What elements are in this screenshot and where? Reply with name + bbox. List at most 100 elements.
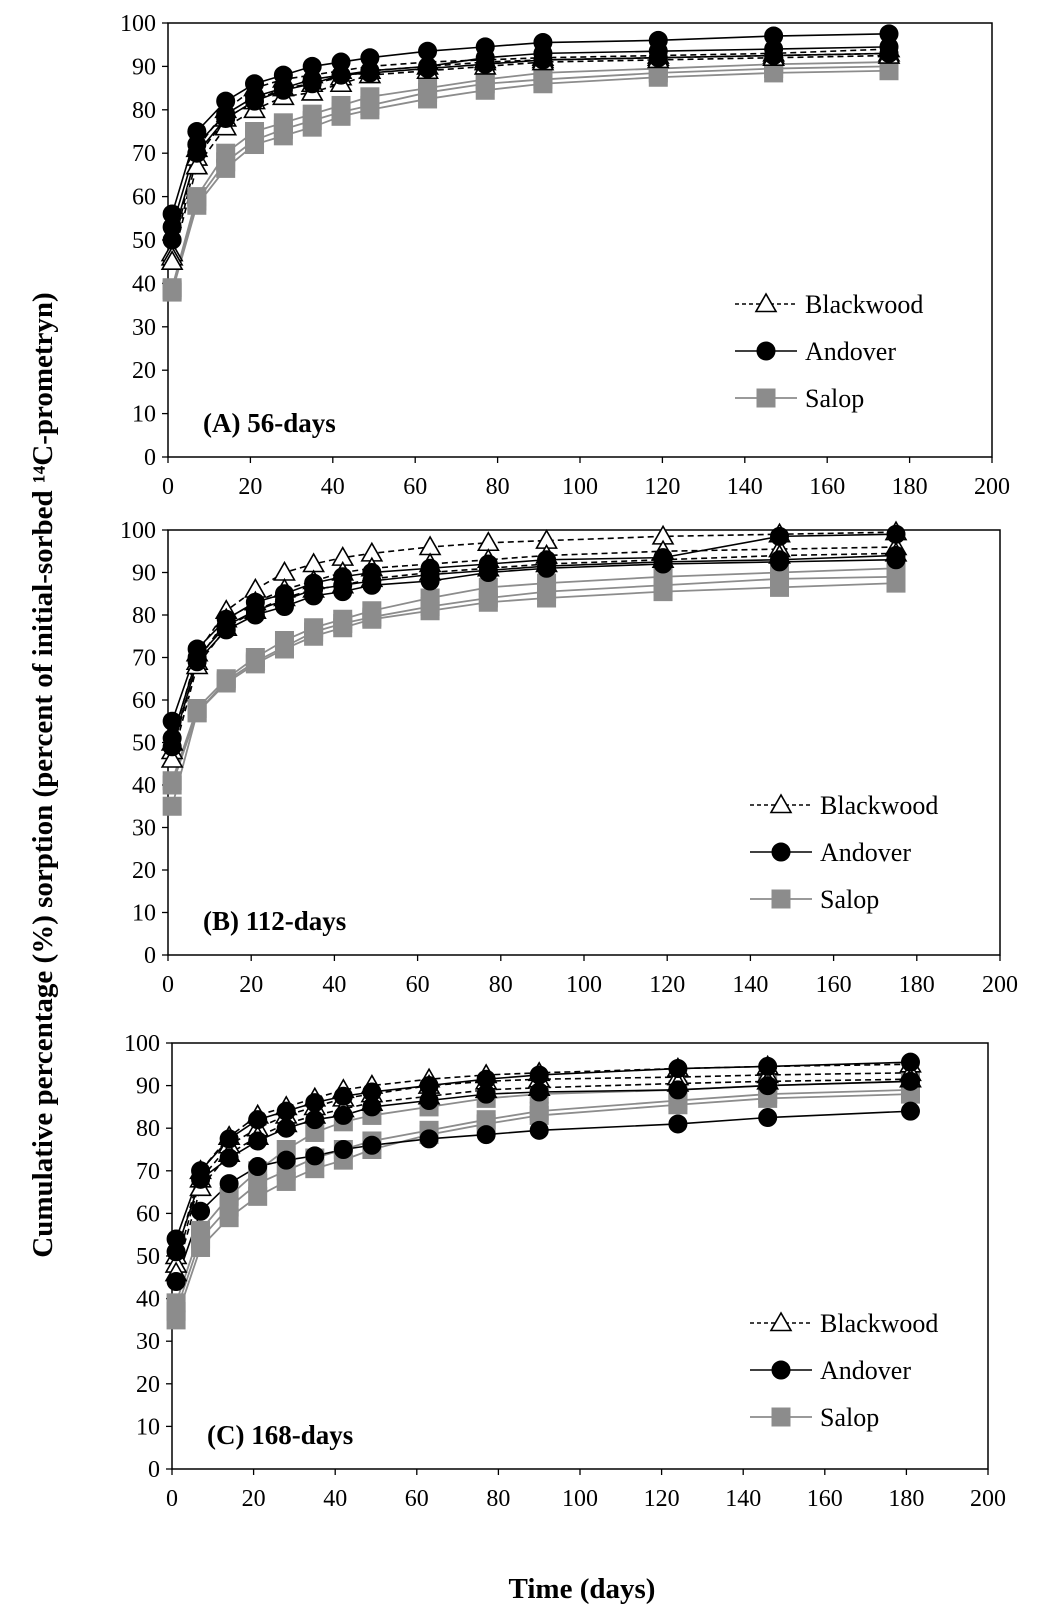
- y-tick-label: 70: [132, 646, 156, 672]
- data-point-andover: [162, 737, 182, 757]
- legend-label: Salop: [820, 1403, 879, 1432]
- data-point-andover: [276, 1118, 296, 1138]
- data-point-salop: [879, 61, 899, 81]
- data-point-andover: [475, 54, 495, 74]
- x-tick-label: 0: [162, 474, 174, 500]
- x-tick-label: 180: [888, 1486, 924, 1512]
- legend-marker: [771, 1407, 791, 1427]
- data-point-salop: [216, 158, 236, 178]
- data-point-salop: [420, 601, 440, 621]
- data-point-salop: [648, 67, 668, 87]
- data-point-andover: [668, 1080, 688, 1100]
- data-point-andover: [248, 1110, 268, 1130]
- x-tick-label: 100: [566, 972, 602, 998]
- data-point-salop: [162, 775, 182, 795]
- x-axis-label: Time (days): [509, 1573, 656, 1605]
- data-point-andover: [653, 554, 673, 574]
- data-point-andover: [245, 91, 265, 111]
- y-axis-label: Cumulative percentage (%) sorption (perc…: [27, 292, 59, 1257]
- data-point-salop: [360, 100, 380, 120]
- data-point-andover: [420, 571, 440, 591]
- y-tick-label: 50: [132, 228, 156, 254]
- x-tick-label: 140: [732, 972, 768, 998]
- data-point-andover: [333, 1105, 353, 1125]
- y-tick-label: 0: [148, 1457, 160, 1483]
- y-tick-label: 40: [132, 773, 156, 799]
- x-tick-label: 200: [974, 474, 1010, 500]
- data-point-andover: [362, 1097, 382, 1117]
- y-tick-label: 10: [132, 402, 156, 428]
- data-point-andover: [529, 1120, 549, 1140]
- y-tick-label: 70: [136, 1159, 160, 1185]
- legend-marker: [771, 889, 791, 909]
- y-tick-label: 20: [132, 358, 156, 384]
- x-tick-label: 120: [644, 1486, 680, 1512]
- data-point-andover: [533, 50, 553, 70]
- panel-title: (C) 168-days: [207, 1420, 353, 1450]
- data-point-salop: [162, 796, 182, 816]
- data-point-blackwood: [418, 535, 442, 556]
- data-point-andover: [900, 1101, 920, 1121]
- data-point-blackwood: [160, 747, 184, 768]
- y-tick-label: 80: [136, 1116, 160, 1142]
- data-point-andover: [187, 143, 207, 163]
- y-tick-label: 100: [120, 11, 156, 37]
- data-point-andover: [418, 59, 438, 79]
- data-point-salop: [475, 80, 495, 100]
- x-tick-label: 200: [982, 972, 1018, 998]
- data-point-andover: [886, 550, 906, 570]
- x-tick-label: 0: [162, 972, 174, 998]
- x-tick-label: 100: [562, 474, 598, 500]
- x-tick-label: 180: [899, 972, 935, 998]
- data-point-andover: [886, 524, 906, 544]
- panel-3: 0 10 20 30 40 50 60 70 80 90 100 0 20 40 60 80 100 120 140…: [124, 1031, 1006, 1512]
- data-point-andover: [162, 230, 182, 250]
- data-point-salop: [166, 1310, 186, 1330]
- data-point-andover: [273, 80, 293, 100]
- legend-label: Blackwood: [820, 1309, 938, 1338]
- data-point-salop: [245, 135, 265, 155]
- data-point-andover: [764, 46, 784, 66]
- legend-marker: [769, 1311, 793, 1332]
- data-point-salop: [764, 63, 784, 83]
- data-point-andover: [248, 1157, 268, 1177]
- y-tick-label: 10: [132, 901, 156, 927]
- data-point-andover: [191, 1169, 211, 1189]
- x-tick-label: 60: [406, 972, 430, 998]
- data-point-andover: [529, 1082, 549, 1102]
- data-point-salop: [274, 639, 294, 659]
- data-point-andover: [419, 1129, 439, 1149]
- y-tick-label: 60: [132, 185, 156, 211]
- data-point-andover: [362, 1135, 382, 1155]
- data-point-andover: [248, 1131, 268, 1151]
- data-point-andover: [758, 1108, 778, 1128]
- data-point-andover: [476, 1084, 496, 1104]
- data-point-andover: [900, 1071, 920, 1091]
- data-point-salop: [533, 74, 553, 94]
- y-tick-label: 50: [132, 731, 156, 757]
- data-point-salop: [770, 577, 790, 597]
- data-point-andover: [770, 552, 790, 572]
- data-point-andover: [219, 1129, 239, 1149]
- data-point-andover: [219, 1174, 239, 1194]
- data-point-andover: [333, 1140, 353, 1159]
- x-tick-label: 40: [321, 474, 345, 500]
- legend-marker: [754, 292, 778, 313]
- data-point-andover: [668, 1114, 688, 1134]
- data-point-salop: [187, 195, 207, 215]
- data-point-andover: [162, 711, 182, 731]
- x-tick-label: 0: [166, 1486, 178, 1512]
- data-point-andover: [305, 1093, 325, 1113]
- x-tick-label: 160: [809, 474, 845, 500]
- legend-label: Salop: [805, 384, 864, 413]
- data-point-andover: [302, 74, 322, 94]
- data-point-andover: [333, 582, 353, 602]
- y-tick-label: 20: [136, 1372, 160, 1398]
- data-point-andover: [191, 1201, 211, 1221]
- y-tick-label: 40: [136, 1287, 160, 1313]
- legend-label: Andover: [805, 337, 896, 366]
- legend-marker: [756, 388, 776, 408]
- legend-marker: [769, 793, 793, 814]
- data-point-andover: [219, 1148, 239, 1168]
